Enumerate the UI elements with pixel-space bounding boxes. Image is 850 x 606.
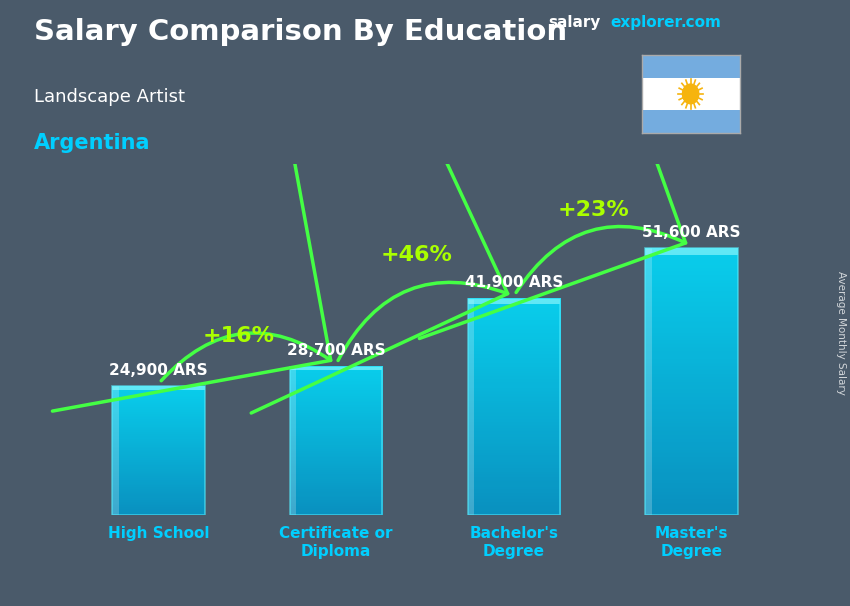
Text: .com: .com [680, 15, 721, 30]
Bar [290, 367, 382, 370]
Text: Argentina: Argentina [34, 133, 150, 153]
FancyArrowPatch shape [419, 0, 686, 339]
Bar [112, 387, 205, 390]
Bar [112, 387, 205, 515]
Text: 24,900 ARS: 24,900 ARS [109, 363, 207, 378]
Bar [645, 248, 652, 515]
Text: +16%: +16% [202, 326, 275, 346]
Bar [468, 299, 474, 515]
Bar [112, 387, 119, 515]
Text: +23%: +23% [558, 199, 630, 219]
Text: explorer: explorer [610, 15, 683, 30]
FancyArrowPatch shape [53, 82, 331, 411]
Text: Landscape Artist: Landscape Artist [34, 88, 185, 106]
Circle shape [683, 84, 699, 104]
Bar [645, 248, 738, 255]
Bar [642, 78, 740, 110]
Text: salary: salary [548, 15, 601, 30]
Bar [468, 299, 560, 304]
Text: 28,700 ARS: 28,700 ARS [286, 344, 385, 359]
FancyArrowPatch shape [252, 37, 507, 413]
Text: +46%: +46% [380, 245, 452, 265]
Text: Average Monthly Salary: Average Monthly Salary [836, 271, 846, 395]
Bar [290, 367, 382, 515]
Bar [468, 299, 560, 515]
Bar [645, 248, 738, 515]
Text: 41,900 ARS: 41,900 ARS [465, 275, 563, 290]
Bar [290, 367, 297, 515]
Text: Salary Comparison By Education: Salary Comparison By Education [34, 18, 567, 46]
Text: 51,600 ARS: 51,600 ARS [643, 225, 741, 240]
